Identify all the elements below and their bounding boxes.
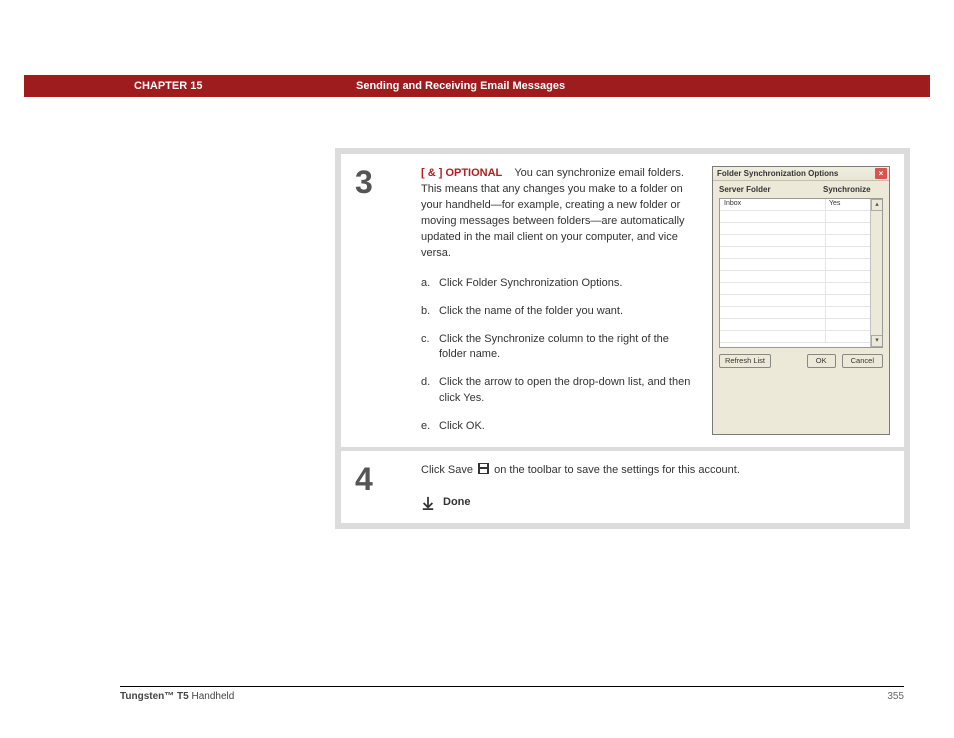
sub-step-text: Click the Synchronize column to the righ… (439, 332, 694, 364)
ok-button[interactable]: OK (807, 354, 836, 369)
table-row[interactable]: Inbox Yes (720, 199, 882, 211)
sub-step-letter: e. (421, 419, 439, 435)
refresh-list-button[interactable]: Refresh List (719, 354, 771, 369)
scrollbar[interactable]: ▴ ▾ (870, 199, 882, 347)
chapter-title: Sending and Receiving Email Messages (356, 80, 565, 92)
scroll-down-icon[interactable]: ▾ (871, 335, 883, 347)
table-row[interactable] (720, 307, 882, 319)
product-rest: Handheld (189, 691, 235, 702)
product-name: Tungsten™ T5 Handheld (120, 691, 234, 702)
cancel-button[interactable]: Cancel (842, 354, 883, 369)
table-row[interactable] (720, 319, 882, 331)
table-row[interactable] (720, 331, 882, 343)
dialog-grid[interactable]: Inbox Yes ▴ ▾ (719, 198, 883, 348)
sub-step-letter: a. (421, 276, 439, 292)
chapter-header: CHAPTER 15 Sending and Receiving Email M… (24, 75, 930, 97)
table-row[interactable] (720, 235, 882, 247)
sub-step: b. Click the name of the folder you want… (421, 304, 694, 320)
step-body: Click Save on the toolbar to save the se… (421, 463, 890, 511)
sub-step-letter: b. (421, 304, 439, 320)
sub-step-text: Click the name of the folder you want. (439, 304, 694, 320)
close-icon[interactable]: × (875, 168, 887, 179)
done-label: Done (443, 495, 471, 511)
save-icon (478, 463, 489, 474)
table-row[interactable] (720, 283, 882, 295)
dialog-titlebar: Folder Synchronization Options × (713, 167, 889, 181)
sub-steps-list: a. Click Folder Synchronization Options.… (421, 276, 694, 436)
scroll-up-icon[interactable]: ▴ (871, 199, 883, 211)
optional-paragraph: [ & ] OPTIONAL You can synchronize email… (421, 166, 694, 262)
dialog-column-headers: Server Folder Synchronize (713, 181, 889, 198)
step-number: 3 (355, 166, 421, 435)
sub-step: a. Click Folder Synchronization Options. (421, 276, 694, 292)
sub-step: c. Click the Synchronize column to the r… (421, 332, 694, 364)
table-row[interactable] (720, 259, 882, 271)
dialog-button-row: Refresh List OK Cancel (713, 348, 889, 375)
product-bold: Tungsten™ T5 (120, 691, 189, 702)
optional-text: You can synchronize email folders. This … (421, 167, 685, 259)
page-footer: Tungsten™ T5 Handheld 355 (120, 686, 904, 702)
table-row[interactable] (720, 223, 882, 235)
done-arrow-icon (421, 496, 435, 510)
step4-instruction: Click Save on the toolbar to save the se… (421, 463, 890, 479)
chapter-label: CHAPTER 15 (134, 80, 202, 92)
done-line: Done (421, 495, 890, 511)
sub-step-text: Click Folder Synchronization Options. (439, 276, 694, 292)
folder-sync-dialog: Folder Synchronization Options × Server … (712, 166, 890, 435)
sub-step-text: Click OK. (439, 419, 694, 435)
step-3: 3 [ & ] OPTIONAL You can synchronize ema… (341, 154, 904, 447)
table-row[interactable] (720, 295, 882, 307)
step-body: [ & ] OPTIONAL You can synchronize email… (421, 166, 890, 435)
text-after-icon: on the toolbar to save the settings for … (494, 464, 740, 476)
step-4: 4 Click Save on the toolbar to save the … (341, 451, 904, 523)
sub-step-letter: d. (421, 375, 439, 407)
steps-panel: 3 [ & ] OPTIONAL You can synchronize ema… (335, 148, 910, 529)
dialog-title: Folder Synchronization Options (717, 168, 838, 180)
sub-step: d. Click the arrow to open the drop-down… (421, 375, 694, 407)
sub-step: e. Click OK. (421, 419, 694, 435)
cell-folder: Inbox (724, 199, 826, 210)
sub-step-text: Click the arrow to open the drop-down li… (439, 375, 694, 407)
step-text-column: [ & ] OPTIONAL You can synchronize email… (421, 166, 694, 435)
table-row[interactable] (720, 247, 882, 259)
table-row[interactable] (720, 271, 882, 283)
column-header-synchronize: Synchronize (823, 184, 883, 196)
optional-tag: [ & ] OPTIONAL (421, 167, 502, 179)
text-before-icon: Click Save (421, 464, 476, 476)
page-number: 355 (887, 691, 904, 702)
table-row[interactable] (720, 211, 882, 223)
step-number: 4 (355, 463, 421, 511)
sub-step-letter: c. (421, 332, 439, 364)
column-header-server-folder: Server Folder (719, 184, 823, 196)
